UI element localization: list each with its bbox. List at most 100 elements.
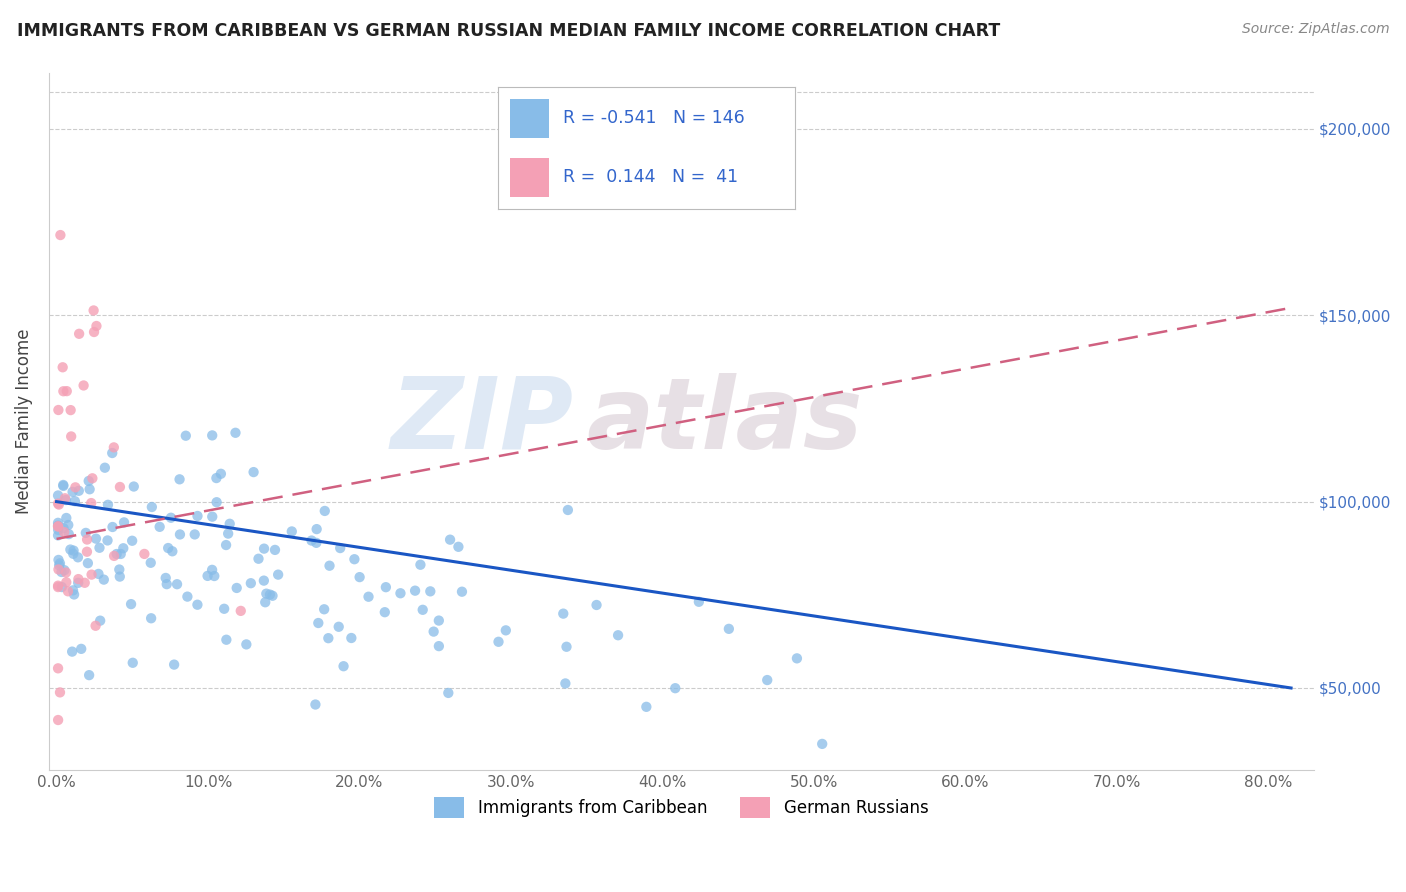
Point	[318, 631, 340, 645]
Point	[65, 480, 87, 494]
Point	[235, 637, 257, 651]
Point	[349, 570, 371, 584]
Point	[48, 553, 70, 567]
Point	[688, 595, 710, 609]
Point	[101, 446, 124, 460]
Point	[121, 533, 143, 548]
Point	[160, 510, 183, 524]
Point	[120, 597, 142, 611]
Point	[52, 384, 75, 399]
Point	[412, 603, 434, 617]
Point	[374, 605, 396, 619]
Point	[60, 429, 83, 443]
Point	[332, 659, 354, 673]
Point	[62, 543, 84, 558]
Point	[59, 403, 82, 417]
Point	[108, 562, 131, 576]
Point	[186, 508, 208, 523]
Point	[215, 632, 238, 647]
Text: Source: ZipAtlas.com: Source: ZipAtlas.com	[1241, 22, 1389, 37]
Point	[427, 639, 450, 653]
Legend: Immigrants from Caribbean, German Russians: Immigrants from Caribbean, German Russia…	[427, 790, 935, 824]
Point	[48, 498, 70, 512]
Point	[62, 547, 84, 561]
Point	[281, 524, 304, 539]
Point	[183, 527, 205, 541]
Point	[46, 523, 69, 537]
Point	[73, 575, 96, 590]
Point	[225, 581, 247, 595]
Text: atlas: atlas	[586, 373, 863, 470]
Point	[48, 403, 70, 417]
Point	[201, 563, 224, 577]
Point	[205, 495, 228, 509]
Point	[267, 567, 290, 582]
Point	[555, 640, 578, 654]
Point	[105, 547, 128, 561]
Point	[67, 483, 90, 498]
Point	[664, 681, 686, 696]
Point	[46, 579, 69, 593]
Point	[259, 588, 281, 602]
Point	[56, 584, 79, 599]
Point	[49, 228, 72, 243]
Point	[169, 527, 191, 541]
Point	[139, 611, 162, 625]
Point	[53, 563, 76, 577]
Point	[488, 634, 510, 648]
Point	[83, 325, 105, 339]
Point	[305, 522, 328, 536]
Point	[553, 607, 575, 621]
Point	[86, 318, 108, 333]
Point	[139, 556, 162, 570]
Point	[756, 673, 779, 687]
Point	[70, 641, 93, 656]
Point	[201, 428, 224, 442]
Point	[108, 480, 131, 494]
Point	[202, 569, 225, 583]
Point	[157, 541, 180, 555]
Point	[84, 619, 107, 633]
Point	[46, 528, 69, 542]
Point	[67, 326, 90, 341]
Point	[215, 538, 238, 552]
Point	[52, 360, 75, 375]
Point	[94, 460, 117, 475]
Point	[437, 686, 460, 700]
Point	[205, 471, 228, 485]
Point	[121, 656, 143, 670]
Point	[495, 624, 517, 638]
Point	[84, 532, 107, 546]
Point	[77, 474, 100, 488]
Point	[357, 590, 380, 604]
Point	[253, 541, 276, 556]
Point	[156, 577, 179, 591]
Point	[108, 569, 131, 583]
Point	[239, 576, 262, 591]
Point	[162, 544, 184, 558]
Point	[451, 584, 474, 599]
Point	[53, 525, 76, 540]
Point	[46, 497, 69, 511]
Point	[103, 549, 125, 563]
Point	[75, 525, 97, 540]
Point	[314, 504, 336, 518]
Point	[48, 562, 70, 576]
Point	[55, 566, 77, 580]
Point	[96, 533, 118, 548]
Point	[262, 589, 284, 603]
Point	[46, 713, 69, 727]
Point	[607, 628, 630, 642]
Point	[79, 483, 101, 497]
Point	[636, 699, 658, 714]
Point	[112, 541, 135, 556]
Point	[62, 583, 84, 598]
Point	[186, 598, 208, 612]
Point	[59, 542, 82, 557]
Point	[51, 565, 73, 579]
Point	[58, 527, 80, 541]
Point	[63, 494, 86, 508]
Point	[149, 520, 172, 534]
Point	[218, 516, 240, 531]
Point	[304, 698, 326, 712]
